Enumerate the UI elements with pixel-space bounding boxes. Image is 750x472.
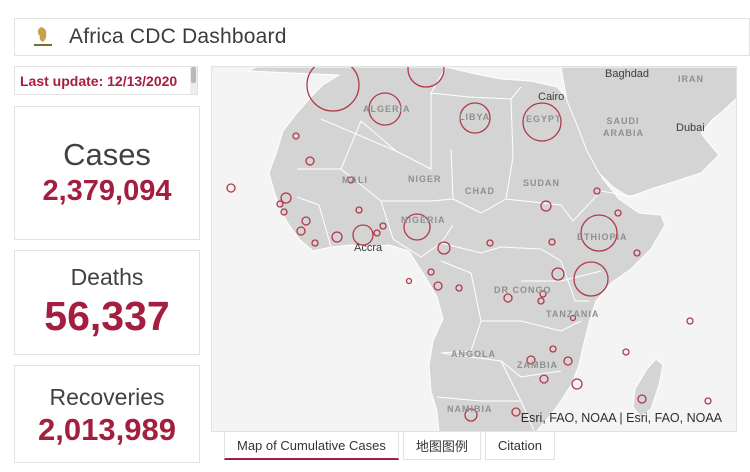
country-label-mali: MALI <box>342 175 368 185</box>
cases-card: Cases 2,379,094 <box>14 106 200 240</box>
country-label-nigeria: NIGERIA <box>401 215 446 225</box>
country-label-dr-congo: DR CONGO <box>494 285 552 295</box>
recoveries-value: 2,013,989 <box>38 412 176 447</box>
tab-label: 地图图例 <box>415 439 468 454</box>
tab-citation[interactable]: Citation <box>484 432 555 460</box>
update-scrollbar[interactable] <box>190 67 197 94</box>
map-tabs: Map of Cumulative Cases 地图图例 Citation <box>224 432 559 460</box>
cumulative-cases-map[interactable]: ALGERIA LIBYA EGYPT MALI NIGER CHAD SUDA… <box>211 66 737 432</box>
tab-label: Map of Cumulative Cases <box>237 437 386 453</box>
last-update-panel: Last update: 12/13/2020 <box>14 66 198 95</box>
deaths-value: 56,337 <box>44 293 170 339</box>
city-label-accra: Accra <box>354 242 383 254</box>
page-title: Africa CDC Dashboard <box>69 25 287 48</box>
cases-value: 2,379,094 <box>42 175 172 207</box>
country-label-angola: ANGOLA <box>451 349 496 359</box>
city-label-cairo: Cairo <box>538 91 565 103</box>
deaths-label: Deaths <box>70 264 144 290</box>
country-label-iran: IRAN <box>678 74 704 84</box>
africa-cdc-logo-icon <box>31 25 55 49</box>
country-label-tanzania: TANZANIA <box>546 309 600 319</box>
map-attribution: Esri, FAO, NOAA | Esri, FAO, NOAA <box>520 411 722 425</box>
country-label-libya: LIBYA <box>459 112 491 122</box>
last-update-text: Last update: 12/13/2020 <box>20 72 178 89</box>
country-label-ethiopia: ETHIOPIA <box>577 232 628 242</box>
tab-map-legend[interactable]: 地图图例 <box>402 432 481 460</box>
tab-label: Citation <box>497 438 542 453</box>
recoveries-label: Recoveries <box>49 384 165 410</box>
country-label-algeria: ALGERIA <box>363 104 411 114</box>
city-label-baghdad: Baghdad <box>605 68 650 80</box>
country-label-egypt: EGYPT <box>526 114 562 124</box>
country-label-sudan: SUDAN <box>523 178 561 188</box>
deaths-card: Deaths 56,337 <box>14 250 200 355</box>
dashboard-header: Africa CDC Dashboard <box>14 18 750 56</box>
map-canvas[interactable] <box>212 67 737 432</box>
tab-map-of-cumulative-cases[interactable]: Map of Cumulative Cases <box>224 432 399 460</box>
scroll-thumb[interactable] <box>191 67 196 83</box>
country-label-namibia: NAMIBIA <box>447 404 493 414</box>
country-label-saudi-arabia: SAUDI ARABIA <box>603 116 644 138</box>
country-label-zambia: ZAMBIA <box>517 360 558 370</box>
country-label-niger: NIGER <box>408 174 442 184</box>
recoveries-card: Recoveries 2,013,989 <box>14 365 200 463</box>
city-label-dubai: Dubai <box>676 122 705 134</box>
cases-label: Cases <box>63 137 151 172</box>
country-label-chad: CHAD <box>465 186 495 196</box>
